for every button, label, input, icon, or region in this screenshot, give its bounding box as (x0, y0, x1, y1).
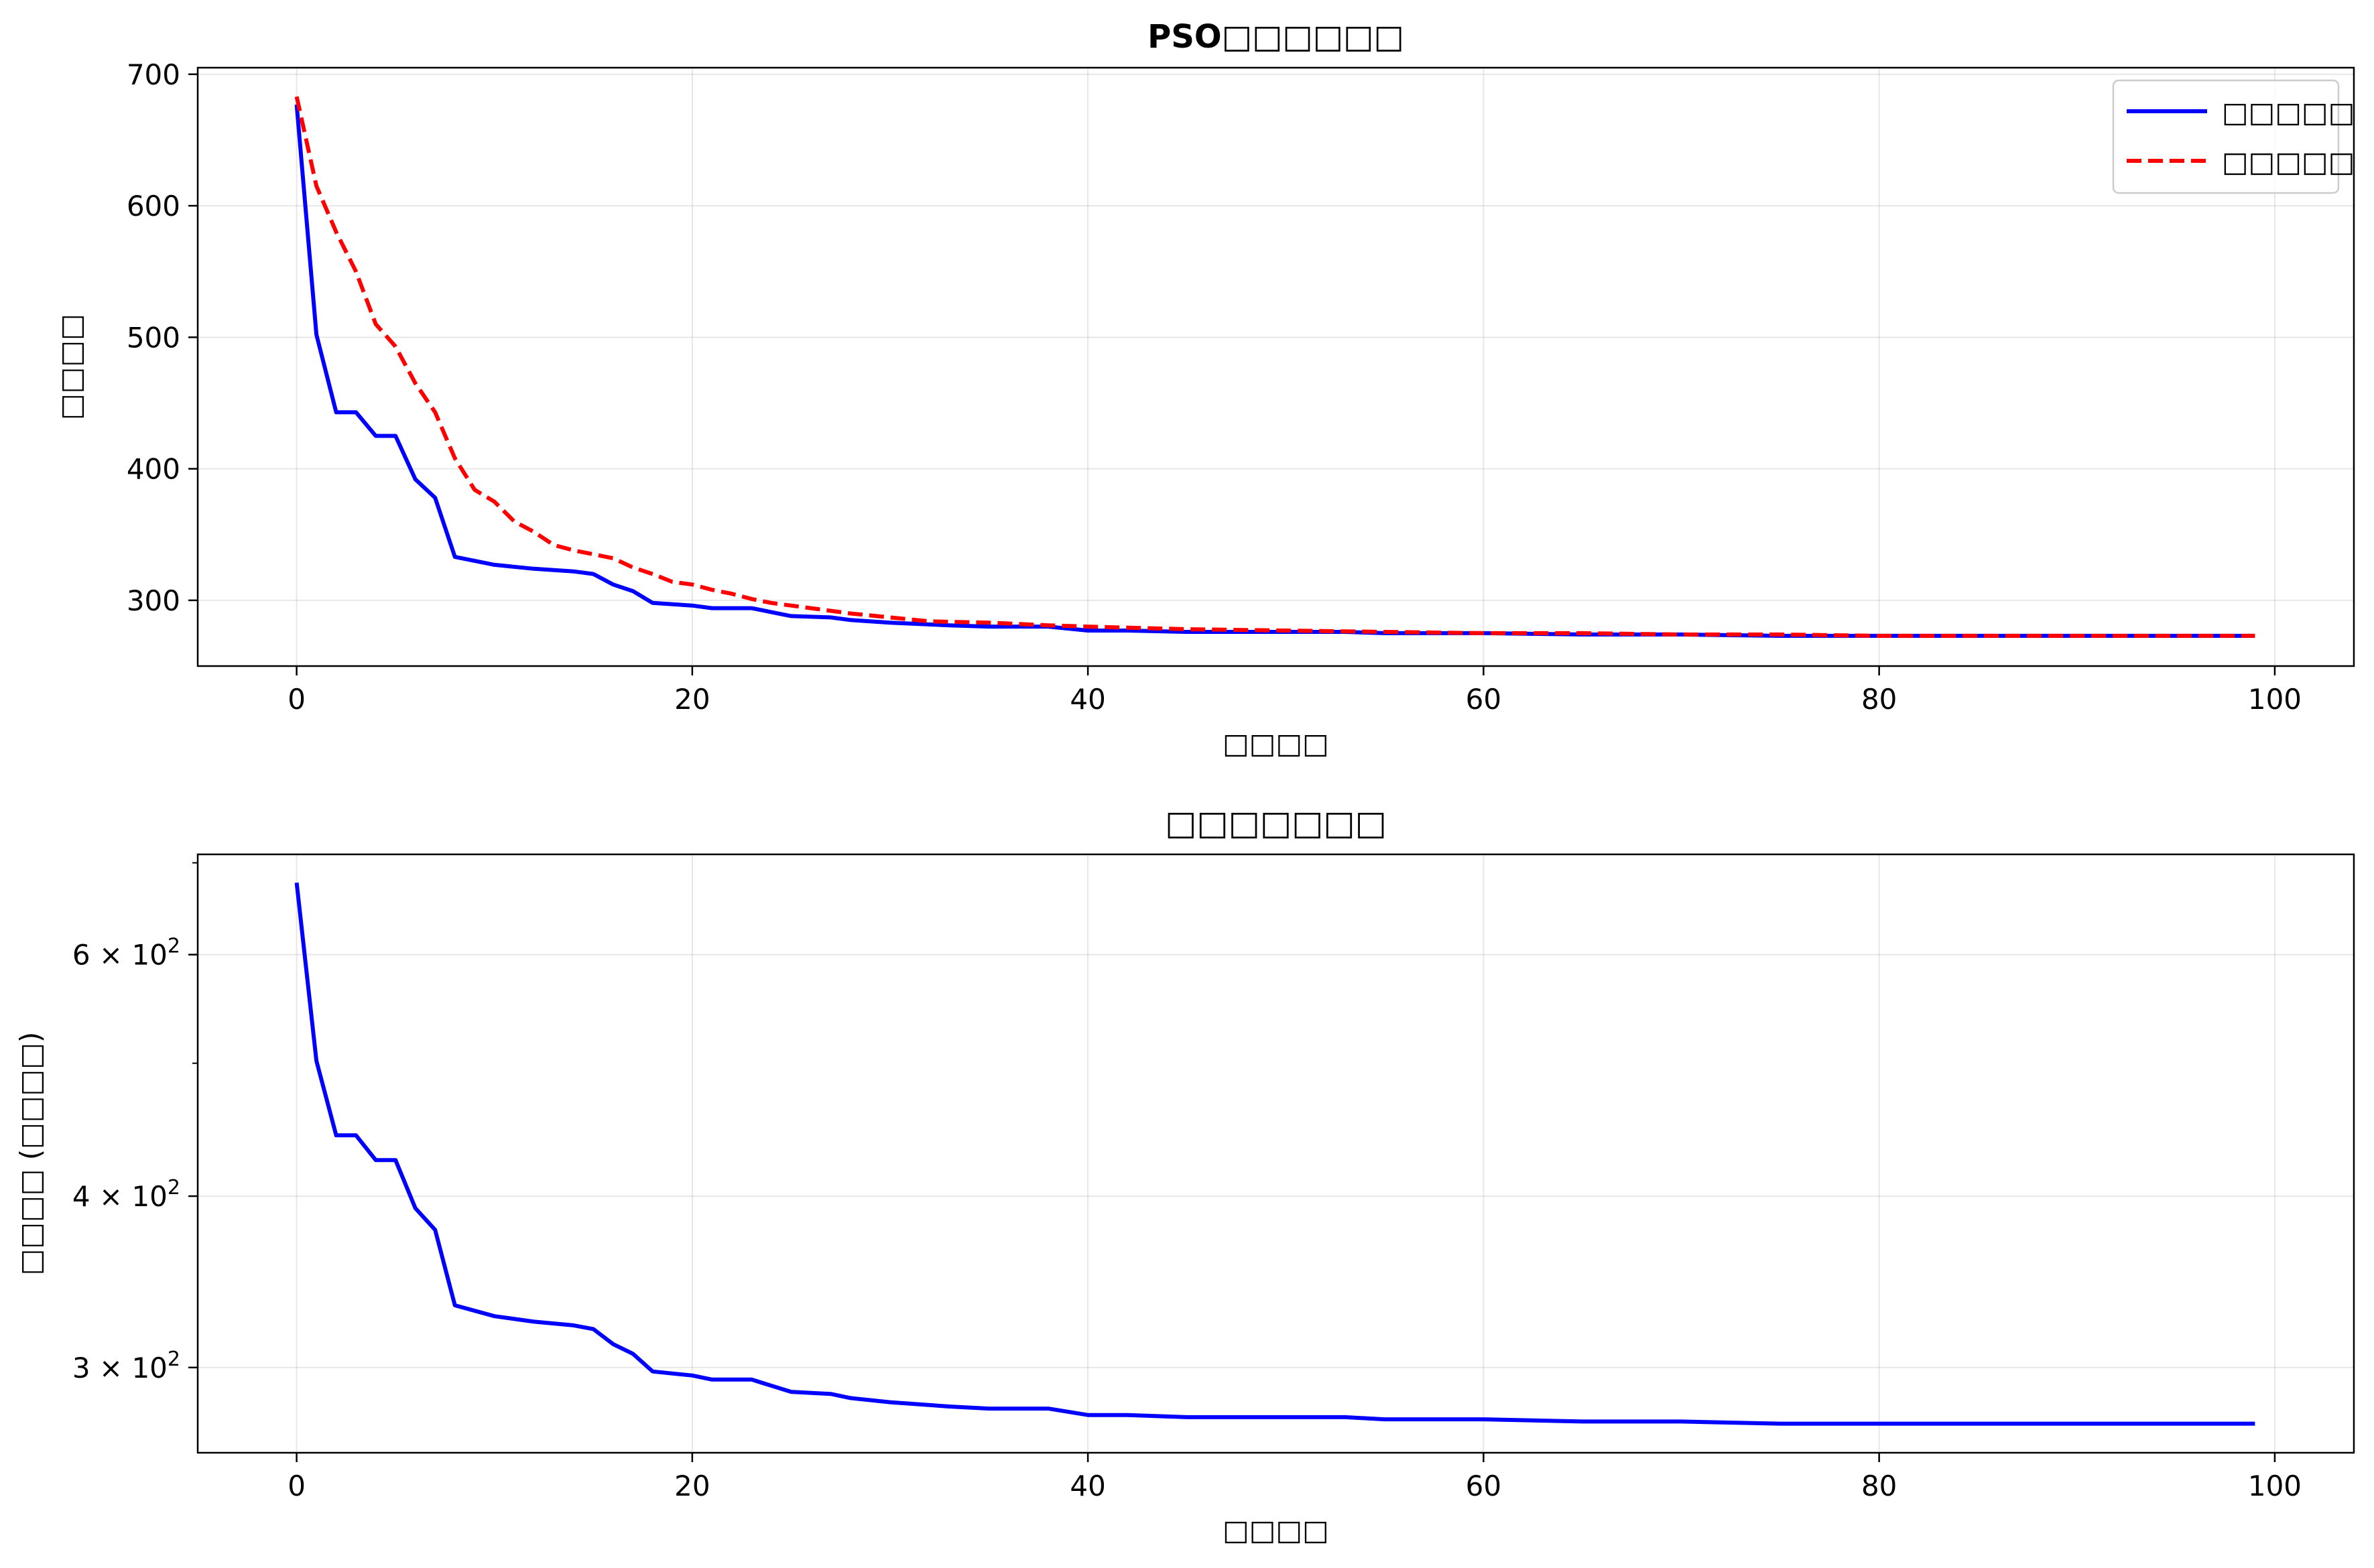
y-axis-label: □□□□ (□□□□) (14, 1032, 47, 1276)
x-tick-label: 0 (288, 683, 306, 716)
y-tick-label: 3 × 102 (72, 1348, 180, 1384)
x-tick-label: 100 (2248, 1469, 2302, 1502)
plot-lines (294, 882, 2255, 1426)
convergence-chart: 0 20 40 60 80 100 300 400 500 600 700 PSO□□□□□□ □… (54, 18, 2355, 760)
plot-lines (294, 96, 2255, 638)
x-axis-label: □□□□ (1223, 1514, 1329, 1547)
x-tick-label: 20 (674, 683, 710, 716)
legend-box (2112, 79, 2340, 194)
y-tick-label: 400 (127, 453, 180, 486)
series-line-0 (294, 882, 2255, 1426)
y-tick-base: 4 × 10 (72, 1180, 168, 1213)
x-tick-label: 80 (1861, 1469, 1897, 1502)
legend-label-global-best: □□□□□ (2222, 96, 2355, 129)
x-tick-label: 20 (674, 1469, 710, 1502)
y-axis-label: □□□□ (54, 314, 87, 420)
y-tick-label: 600 (127, 190, 180, 222)
y-tick-exponent: 2 (168, 1176, 180, 1199)
y-tick-label: 700 (127, 58, 180, 91)
x-tick-label: 80 (1861, 683, 1897, 716)
series-line-1 (294, 96, 2255, 638)
plot-frame (196, 66, 2355, 667)
y-tick-base: 3 × 10 (72, 1352, 168, 1384)
x-tick-label: 0 (288, 1469, 306, 1502)
y-tick-label: 500 (127, 321, 180, 354)
y-tick-label: 300 (127, 584, 180, 617)
y-axis-ticks: 300 400 500 600 700 (127, 58, 198, 617)
y-tick-label: 6 × 102 (72, 935, 180, 972)
plot-frame (196, 853, 2355, 1454)
chart-title: PSO□□□□□□ (1147, 18, 1404, 56)
x-tick-label: 60 (1466, 683, 1501, 716)
x-tick-label: 40 (1070, 1469, 1105, 1502)
y-tick-label: 4 × 102 (72, 1176, 180, 1213)
legend: □□□□□ □□□□□ (2112, 79, 2355, 194)
legend-label-mean: □□□□□ (2222, 145, 2355, 178)
y-tick-exponent: 2 (168, 1348, 180, 1371)
x-axis-label: □□□□ (1223, 727, 1329, 760)
x-tick-label: 100 (2248, 683, 2302, 716)
x-tick-label: 60 (1466, 1469, 1501, 1502)
y-tick-exponent: 2 (168, 935, 180, 958)
chart-title: □□□□□□□ (1165, 803, 1387, 842)
x-axis-ticks: 0 20 40 60 80 100 (288, 1453, 2302, 1502)
y-tick-base: 6 × 10 (72, 939, 168, 972)
x-tick-label: 40 (1070, 683, 1105, 716)
x-axis-ticks: 0 20 40 60 80 100 (288, 666, 2302, 716)
grid-lines (198, 854, 2354, 1453)
